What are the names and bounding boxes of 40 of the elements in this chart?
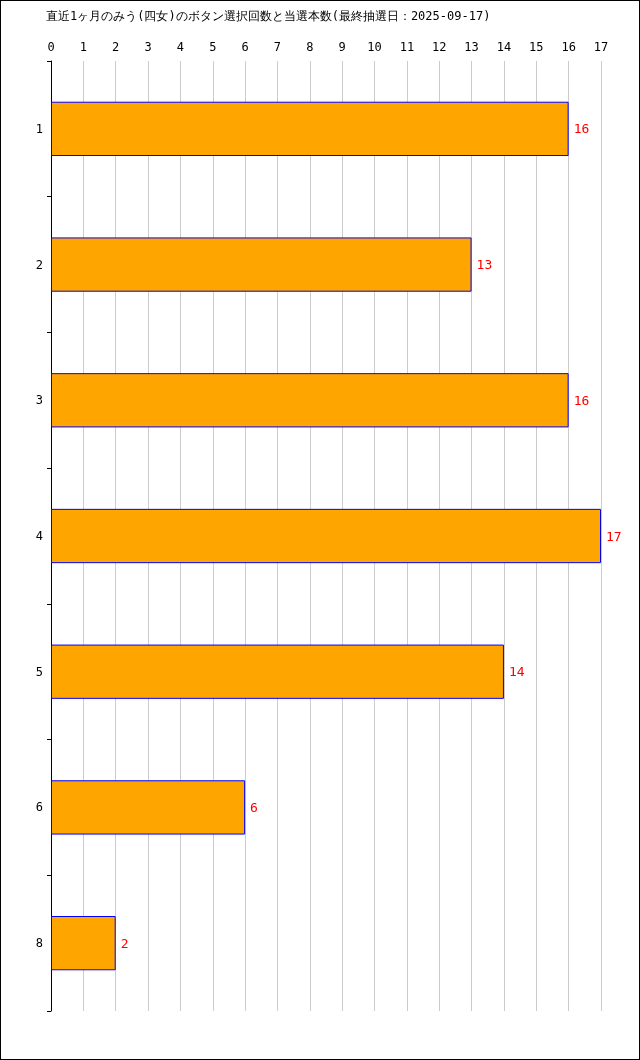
x-tick-label: 12 — [432, 40, 447, 54]
bar — [51, 916, 116, 971]
x-tick-label: 14 — [496, 40, 512, 54]
data-label: 17 — [606, 528, 622, 544]
x-tick-label: 7 — [273, 40, 282, 54]
x-tick-label: 0 — [47, 40, 55, 54]
x-tick-label: 5 — [209, 40, 217, 54]
bar — [51, 237, 472, 292]
x-tick-label: 6 — [241, 40, 249, 54]
data-label: 13 — [476, 257, 493, 273]
y-tick-label: 8 — [35, 936, 43, 951]
x-tick-label: 4 — [176, 40, 185, 54]
data-label: 16 — [573, 121, 590, 137]
y-tick-label: 1 — [35, 121, 43, 136]
bar — [51, 780, 246, 835]
bar — [51, 508, 601, 564]
x-tick-label: 15 — [529, 40, 544, 54]
x-tick-label: 13 — [464, 40, 479, 54]
bar — [51, 644, 504, 699]
y-tick-label: 3 — [35, 393, 43, 408]
bar — [51, 373, 569, 428]
y-tick-label: 5 — [35, 664, 43, 679]
x-tick-label: 2 — [112, 40, 120, 54]
x-tick-label: 8 — [306, 40, 314, 54]
x-tick-label: 3 — [144, 40, 152, 54]
y-tick-label: 6 — [35, 800, 43, 815]
y-tick-label: 2 — [35, 257, 43, 272]
data-label: 14 — [508, 664, 525, 680]
x-tick-label: 9 — [338, 40, 346, 54]
y-tick-label: 4 — [35, 529, 43, 543]
x-tick-label: 16 — [561, 40, 576, 54]
x-tick-label: 10 — [367, 40, 382, 54]
data-label: 2 — [120, 935, 129, 951]
chart-title: 直近1ヶ月のみう(四女)のボタン選択回数と当選本数(最終抽選日：2025-09-17) — [46, 9, 491, 23]
data-label: 16 — [573, 392, 590, 408]
x-tick-label: 11 — [399, 40, 415, 54]
data-label: 6 — [250, 799, 258, 815]
x-tick-label: 1 — [79, 40, 87, 54]
bar — [51, 101, 569, 156]
x-tick-label: 17 — [593, 40, 609, 54]
